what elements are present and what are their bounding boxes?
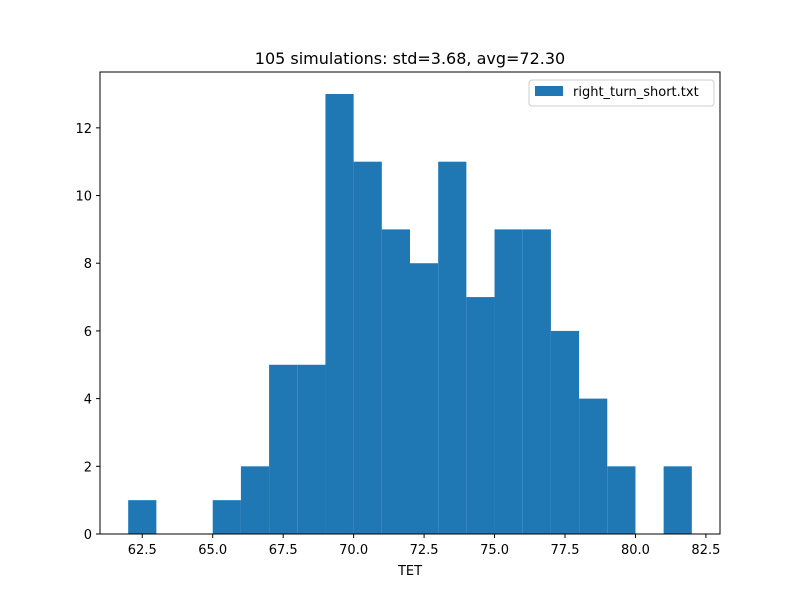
histogram-bar: [550, 330, 580, 534]
legend-label: right_turn_short.txt: [573, 85, 699, 100]
y-tick-label: 2: [84, 460, 92, 475]
x-tick-label: 70.0: [339, 543, 368, 558]
histogram-bar: [579, 398, 608, 534]
legend-swatch: [535, 86, 563, 96]
histogram-bar: [494, 229, 523, 534]
chart-title: 105 simulations: std=3.68, avg=72.30: [255, 49, 565, 68]
x-tick-label: 72.5: [410, 543, 439, 558]
histogram-bar: [438, 161, 467, 534]
x-axis: 62.5 65.0 67.5 70.0 72.5 75.0 77.5 80.0 82.5: [128, 534, 720, 558]
bars-group: [128, 94, 692, 534]
histogram-bar: [269, 364, 298, 534]
y-tick-label: 6: [84, 325, 92, 340]
y-tick-label: 0: [84, 528, 92, 543]
histogram-bar: [212, 500, 241, 534]
y-axis: 0 2 4 6 8 10 12: [75, 122, 100, 543]
y-tick-label: 12: [75, 122, 92, 137]
histogram-bar: [297, 364, 326, 534]
histogram-bar: [410, 263, 439, 534]
x-tick-label: 62.5: [128, 543, 157, 558]
histogram-bar: [325, 94, 354, 534]
histogram-bar: [522, 229, 551, 534]
x-tick-label: 65.0: [198, 543, 227, 558]
histogram-bar: [353, 161, 382, 534]
histogram-bar: [381, 229, 410, 534]
x-tick-label: 77.5: [551, 543, 580, 558]
histogram-bar: [240, 466, 270, 534]
y-tick-label: 4: [84, 393, 92, 408]
histogram-bar: [466, 297, 495, 534]
plot-frame: [99, 71, 721, 535]
x-tick-label: 82.5: [691, 543, 720, 558]
x-axis-label: TET: [397, 564, 422, 579]
histogram-bar: [663, 466, 692, 534]
legend: right_turn_short.txt: [528, 79, 715, 107]
histogram-bar: [607, 466, 636, 534]
y-tick-label: 10: [75, 190, 92, 205]
x-tick-label: 75.0: [480, 543, 509, 558]
histogram-bar: [128, 500, 157, 534]
x-tick-label: 80.0: [621, 543, 650, 558]
legend-box: [528, 79, 715, 107]
y-tick-label: 8: [84, 257, 92, 272]
x-tick-label: 67.5: [269, 543, 298, 558]
